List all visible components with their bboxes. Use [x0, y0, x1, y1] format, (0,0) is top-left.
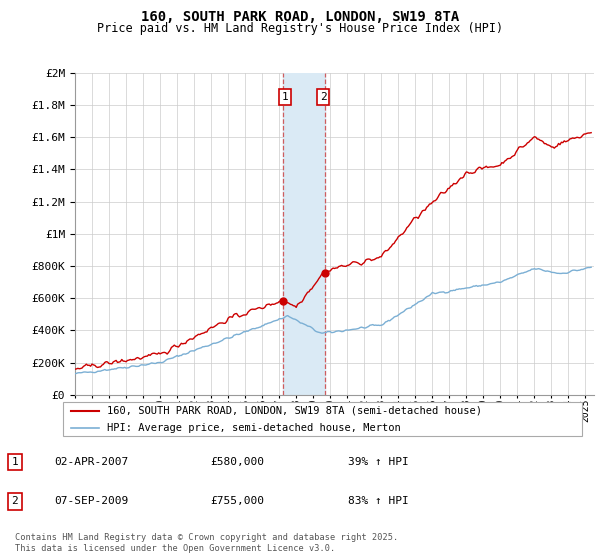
Text: 1: 1: [11, 457, 19, 467]
Text: Contains HM Land Registry data © Crown copyright and database right 2025.
This d: Contains HM Land Registry data © Crown c…: [15, 533, 398, 553]
Text: 07-SEP-2009: 07-SEP-2009: [54, 496, 128, 506]
Text: HPI: Average price, semi-detached house, Merton: HPI: Average price, semi-detached house,…: [107, 423, 401, 433]
Text: 83% ↑ HPI: 83% ↑ HPI: [348, 496, 409, 506]
Bar: [283, 73, 325, 395]
Text: Price paid vs. HM Land Registry's House Price Index (HPI): Price paid vs. HM Land Registry's House …: [97, 22, 503, 35]
Text: 39% ↑ HPI: 39% ↑ HPI: [348, 457, 409, 467]
Text: 160, SOUTH PARK ROAD, LONDON, SW19 8TA (semi-detached house): 160, SOUTH PARK ROAD, LONDON, SW19 8TA (…: [107, 405, 482, 416]
Text: 2: 2: [11, 496, 19, 506]
Text: 02-APR-2007: 02-APR-2007: [54, 457, 128, 467]
Text: 1: 1: [281, 92, 288, 102]
Text: 2: 2: [320, 92, 326, 102]
Text: 160, SOUTH PARK ROAD, LONDON, SW19 8TA: 160, SOUTH PARK ROAD, LONDON, SW19 8TA: [141, 10, 459, 24]
FancyBboxPatch shape: [62, 402, 583, 436]
Text: £580,000: £580,000: [210, 457, 264, 467]
Text: £755,000: £755,000: [210, 496, 264, 506]
